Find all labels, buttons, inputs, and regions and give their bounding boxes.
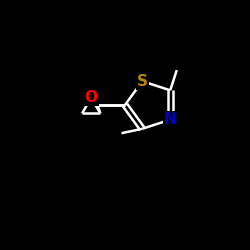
Text: S: S bbox=[137, 74, 148, 89]
Text: N: N bbox=[164, 112, 176, 127]
Text: O: O bbox=[85, 90, 98, 105]
